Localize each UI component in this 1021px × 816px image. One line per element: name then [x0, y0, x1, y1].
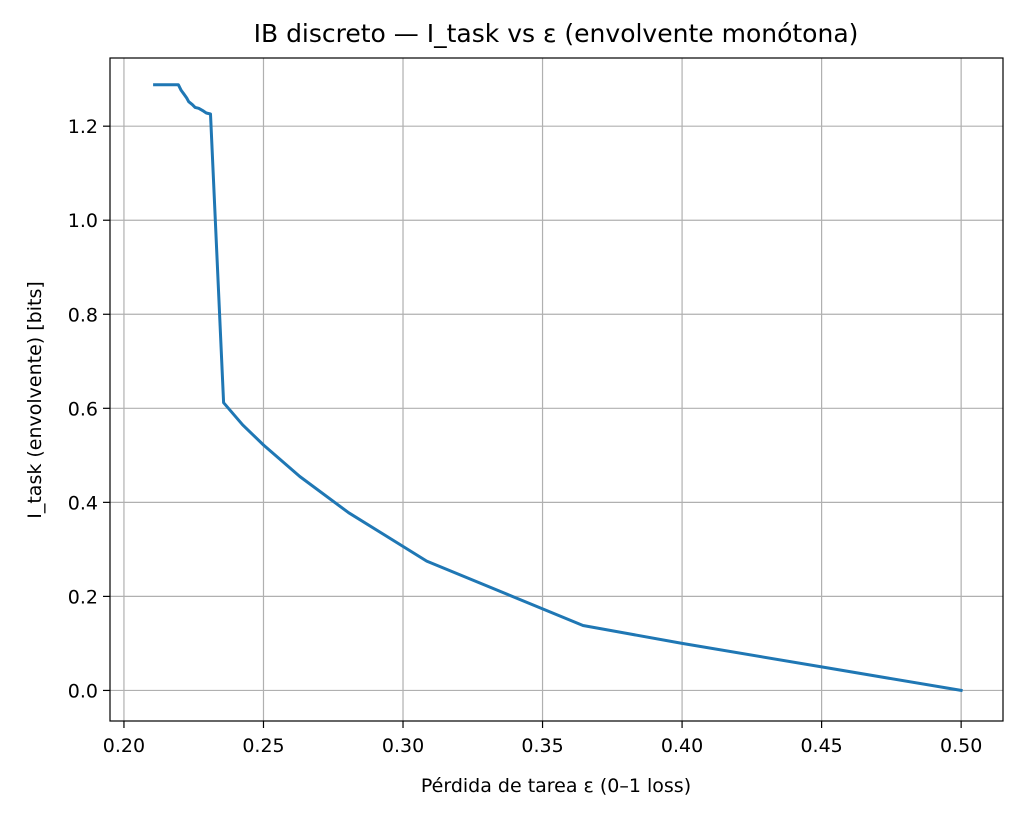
y-tick-label: 1.2 — [68, 116, 98, 138]
x-tick-label: 0.20 — [103, 735, 145, 757]
chart-title: IB discreto — I_task vs ε (envolvente mo… — [254, 19, 859, 48]
y-tick-label: 0.0 — [68, 680, 98, 702]
x-axis-label: Pérdida de tarea ε (0–1 loss) — [421, 775, 691, 797]
series-layer — [153, 83, 963, 693]
x-tick-label: 0.45 — [800, 735, 842, 757]
x-tick-label: 0.25 — [242, 735, 284, 757]
x-tick-label: 0.40 — [661, 735, 703, 757]
x-tick-label: 0.50 — [940, 735, 982, 757]
plot-frame — [109, 57, 1004, 722]
grid — [110, 58, 1003, 721]
y-axis: 0.0 0.2 0.4 0.6 0.8 1.0 1.2 — [68, 116, 110, 702]
y-tick-label: 0.4 — [68, 492, 98, 514]
y-tick-label: 0.2 — [68, 586, 98, 608]
x-tick-label: 0.30 — [382, 735, 424, 757]
y-tick-label: 0.6 — [68, 398, 98, 420]
x-tick-label: 0.35 — [521, 735, 563, 757]
y-axis-label: I_task (envolvente) [bits] — [24, 281, 46, 519]
series-line — [153, 83, 963, 693]
x-axis: 0.20 0.25 0.30 0.35 0.40 0.45 0.50 — [103, 721, 982, 757]
y-tick-label: 0.8 — [68, 304, 98, 326]
y-tick-label: 1.0 — [68, 210, 98, 232]
